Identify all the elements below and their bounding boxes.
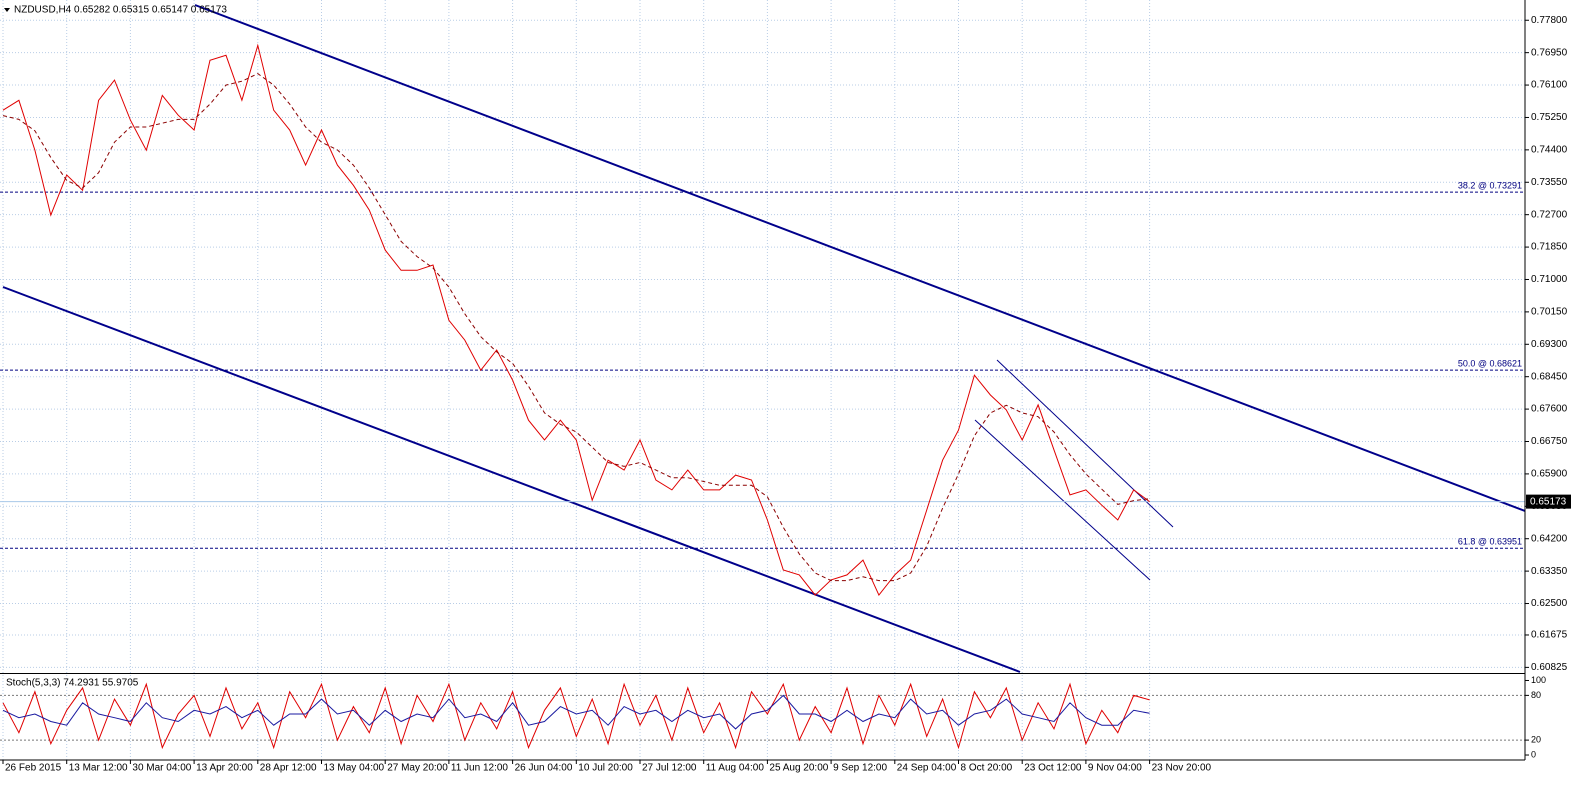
series-line bbox=[2, 682, 1150, 750]
y-tick-label: 0.71850 bbox=[1531, 242, 1568, 253]
plot-layer: 38.2 @ 0.73291 50.0 @ 0.68621 61.8 @ 0.639… bbox=[0, 43, 1525, 750]
last-price-tag bbox=[1526, 494, 1571, 509]
y-tick-label: 0.75250 bbox=[1531, 112, 1568, 123]
y-tick-label: 0.76950 bbox=[1531, 47, 1568, 58]
y-tick-label: 0 bbox=[1531, 749, 1536, 759]
x-tick-label: 24 Sep 04:00 bbox=[897, 763, 957, 774]
x-tick-label: 8 Oct 20:00 bbox=[961, 763, 1013, 774]
series-line bbox=[2, 43, 1150, 597]
y-tick-label: 0.74400 bbox=[1531, 145, 1568, 156]
y-tick-label: 0.64200 bbox=[1531, 533, 1568, 544]
x-tick-label: 27 Jul 12:00 bbox=[642, 763, 697, 774]
y-tick-label: 0.60825 bbox=[1531, 662, 1568, 673]
series-line bbox=[2, 694, 1150, 730]
x-tick-label: 11 Aug 04:00 bbox=[706, 763, 765, 774]
y-tick-label: 0.70150 bbox=[1531, 307, 1568, 318]
y-tick-label: 0.71000 bbox=[1531, 274, 1568, 285]
trend-line bbox=[194, 4, 1526, 512]
x-tick-label: 13 Apr 20:00 bbox=[196, 763, 253, 774]
x-tick-label: 23 Nov 20:00 bbox=[1152, 763, 1212, 774]
x-tick-label: 26 Feb 2015 bbox=[5, 763, 62, 774]
x-tick-label: 27 May 20:00 bbox=[387, 763, 448, 774]
y-tick-label: 0.76100 bbox=[1531, 80, 1568, 91]
y-tick-label: 0.72700 bbox=[1531, 209, 1568, 220]
y-tick-label: 0.68450 bbox=[1531, 371, 1568, 382]
x-tick-label: 9 Nov 04:00 bbox=[1088, 763, 1142, 774]
channel-line bbox=[996, 359, 1174, 528]
x-tick-label: 13 May 04:00 bbox=[324, 763, 385, 774]
x-tick-label: 30 Mar 04:00 bbox=[132, 763, 191, 774]
x-tick-label: 23 Oct 12:00 bbox=[1024, 763, 1082, 774]
x-tick-label: 13 Mar 12:00 bbox=[69, 763, 128, 774]
x-tick-label: 28 Apr 12:00 bbox=[260, 763, 317, 774]
y-tick-label: 100 bbox=[1531, 675, 1546, 685]
y-tick-label: 0.65900 bbox=[1531, 469, 1568, 480]
last-price-label: 0.65173 bbox=[1530, 496, 1567, 507]
y-tick-label: 0.62500 bbox=[1531, 598, 1568, 609]
y-tick-label: 0.66750 bbox=[1531, 436, 1568, 447]
y-tick-label: 0.73550 bbox=[1531, 177, 1568, 188]
fib-label: 38.2 @ 0.73291 bbox=[1458, 181, 1522, 191]
fib-label: 61.8 @ 0.63951 bbox=[1458, 537, 1522, 547]
y-tick-label: 0.69300 bbox=[1531, 339, 1568, 350]
x-tick-label: 25 Aug 20:00 bbox=[769, 763, 828, 774]
y-tick-label: 0.77800 bbox=[1531, 15, 1568, 26]
x-tick-label: 11 Jun 12:00 bbox=[451, 763, 509, 774]
y-tick-label: 20 bbox=[1531, 734, 1541, 744]
y-tick-label: 0.63350 bbox=[1531, 566, 1568, 577]
header-arrow bbox=[4, 8, 10, 12]
y-tick-label: 0.67600 bbox=[1531, 404, 1568, 415]
channel-line bbox=[974, 419, 1151, 581]
x-tick-label: 26 Jun 04:00 bbox=[515, 763, 573, 774]
series-line bbox=[2, 73, 1150, 582]
chart-header: NZDUSD,H4 0.65282 0.65315 0.65147 0.6517… bbox=[14, 5, 227, 16]
x-tick-label: 9 Sep 12:00 bbox=[833, 763, 887, 774]
trend-line bbox=[2, 286, 1021, 673]
fib-label: 50.0 @ 0.68621 bbox=[1458, 359, 1522, 369]
x-tick-label: 10 Jul 20:00 bbox=[578, 763, 633, 774]
stoch-header: Stoch(5,3,3) 74.2931 55.9705 bbox=[6, 678, 139, 689]
y-tick-label: 0.61675 bbox=[1531, 630, 1568, 641]
y-tick-label: 80 bbox=[1531, 690, 1541, 700]
